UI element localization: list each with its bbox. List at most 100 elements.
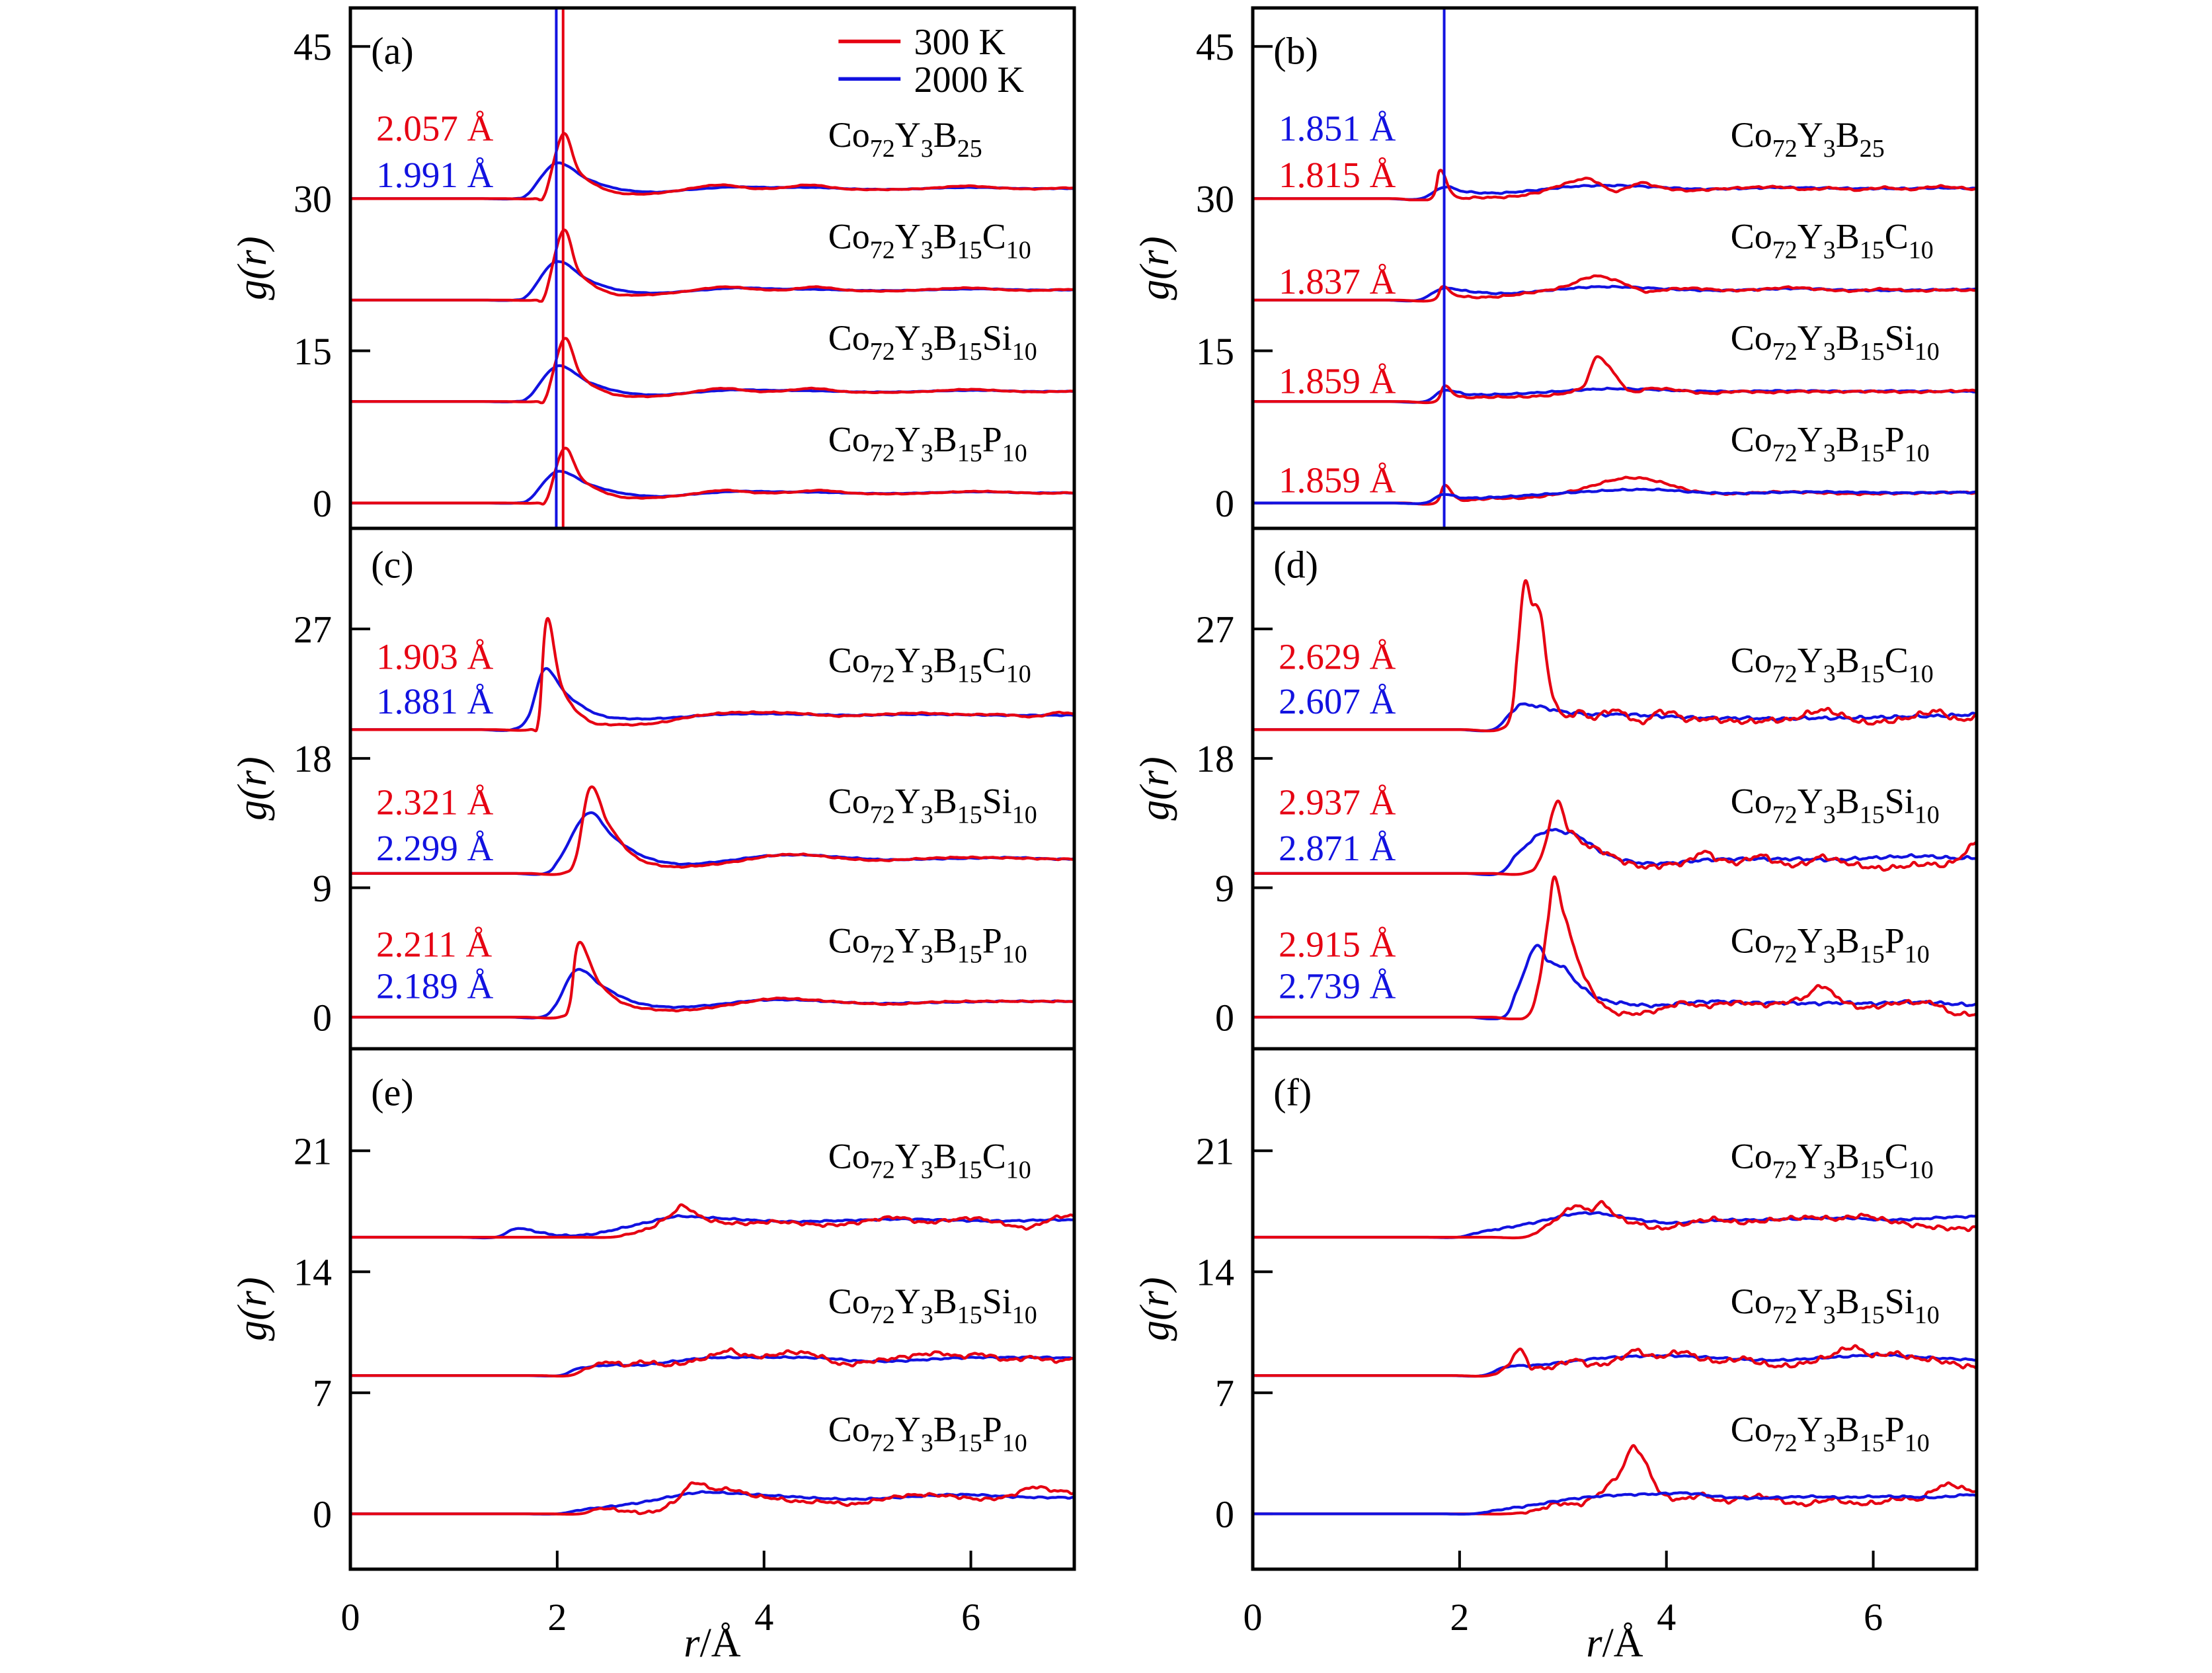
curve-label-co72y3b15c10: Co72Y3B15C10 bbox=[1731, 1136, 1934, 1184]
y-tick-label: 0 bbox=[1215, 482, 1234, 525]
y-tick-label: 7 bbox=[1215, 1372, 1234, 1415]
y-tick-label: 14 bbox=[294, 1251, 332, 1294]
curve-label-co72y3b15p10: Co72Y3B15P10 bbox=[828, 1410, 1027, 1457]
curve-co72y3b15c10-300k bbox=[1253, 274, 1977, 303]
panel-d: 0 9 18 27 g(r) 2.629 Å2.607 Å 2.937 Å 2.871 Å 2.… bbox=[1132, 526, 1979, 1051]
curve-co72y3b15si10-300k bbox=[350, 785, 1074, 876]
y-tick-label: 21 bbox=[1196, 1130, 1234, 1173]
panel-letter-b: (b) bbox=[1273, 30, 1318, 73]
legend-label: 300 K bbox=[914, 22, 1006, 63]
curve-co72y3b15si10-2000k bbox=[350, 1355, 1074, 1377]
curve-co72y3b15c10-300k bbox=[350, 1203, 1074, 1239]
curve-co72y3b15c10-2000k bbox=[350, 260, 1074, 302]
x-axis-label: r/Å bbox=[684, 1621, 740, 1666]
y-tick-label: 18 bbox=[1196, 737, 1234, 780]
y-axis-label: g(r) bbox=[230, 236, 275, 300]
panel-letter-d: (d) bbox=[1273, 544, 1318, 587]
y-axis-label: g(r) bbox=[1132, 236, 1177, 300]
peak-annotation: 2.871 Å bbox=[1279, 828, 1396, 868]
panel-a: 0 15 30 45 g(r) 2.057 Å 1.991 Å Co72Y3B25 Co72Y3… bbox=[230, 6, 1076, 530]
curve-co72y3b15si10-2000k bbox=[350, 364, 1074, 403]
panel-letter-c: (c) bbox=[371, 544, 413, 587]
peak-annotation: 2.607 Å bbox=[1279, 681, 1396, 721]
peak-annotation: 2.321 Å bbox=[376, 782, 494, 822]
curve-co72y3b15p10-300k bbox=[350, 446, 1074, 506]
peak-annotation: 2.915 Å bbox=[1279, 924, 1396, 965]
peak-annotation: 2.189 Å bbox=[376, 966, 494, 1006]
y-tick-label: 18 bbox=[294, 737, 332, 780]
x-tick-label: 4 bbox=[1657, 1596, 1676, 1639]
curve-co72y3b15c10-300k bbox=[1253, 579, 1977, 733]
curve-co72y3b15p10-300k bbox=[350, 940, 1074, 1020]
peak-annotation: 1.859 Å bbox=[1279, 460, 1396, 501]
y-tick-label: 0 bbox=[313, 996, 332, 1039]
x-tick-label: 2 bbox=[547, 1596, 567, 1639]
curve-co72y3b15c10-300k bbox=[350, 228, 1074, 303]
curve-co72y3b15p10-300k bbox=[1253, 875, 1977, 1020]
panel-f: 0 7 14 21 g(r) Co72Y3B15C10 Co72Y3B15Si10 Co72Y… bbox=[1132, 1047, 1979, 1666]
curve-co72y3b15p10-300k bbox=[350, 1481, 1074, 1516]
curve-co72y3b15p10-2000k bbox=[1253, 487, 1977, 505]
curve-co72y3b25-300k bbox=[1253, 169, 1977, 202]
peak-annotation: 1.851 Å bbox=[1279, 108, 1396, 148]
x-tick-label: 4 bbox=[754, 1596, 773, 1639]
y-tick-label: 0 bbox=[313, 1493, 332, 1536]
panel-letter-e: (e) bbox=[371, 1071, 413, 1114]
curve-label-co72y3b15si10: Co72Y3B15Si10 bbox=[828, 318, 1037, 366]
x-tick-label: 0 bbox=[1244, 1596, 1263, 1639]
curve-co72y3b15c10-300k bbox=[350, 617, 1074, 733]
curve-label-co72y3b15c10: Co72Y3B15C10 bbox=[1731, 217, 1934, 265]
curve-label-co72y3b15si10: Co72Y3B15Si10 bbox=[828, 781, 1037, 829]
y-tick-label: 27 bbox=[294, 608, 332, 651]
panel-border-f bbox=[1251, 1047, 1979, 1571]
curve-label-co72y3b15c10: Co72Y3B15C10 bbox=[828, 640, 1031, 688]
y-axis-label: g(r) bbox=[1132, 756, 1177, 820]
y-axis-label: g(r) bbox=[230, 756, 275, 820]
x-axis-label: r/Å bbox=[1586, 1621, 1643, 1666]
y-tick-label: 0 bbox=[313, 482, 332, 525]
y-tick-label: 27 bbox=[1196, 608, 1234, 651]
x-tick-label: 6 bbox=[961, 1596, 980, 1639]
peak-annotation: 1.837 Å bbox=[1279, 261, 1396, 302]
y-tick-label: 9 bbox=[313, 867, 332, 910]
curve-label-co72y3b15si10: Co72Y3B15Si10 bbox=[1731, 318, 1940, 366]
curve-label-co72y3b25: Co72Y3B25 bbox=[828, 115, 982, 163]
y-tick-label: 15 bbox=[1196, 330, 1234, 373]
peak-annotation: 2.211 Å bbox=[376, 924, 492, 965]
y-tick-label: 15 bbox=[294, 330, 332, 373]
y-tick-label: 9 bbox=[1215, 867, 1234, 910]
curve-label-co72y3b15c10: Co72Y3B15C10 bbox=[828, 1136, 1031, 1184]
y-tick-label: 0 bbox=[1215, 1493, 1234, 1536]
y-tick-label: 7 bbox=[313, 1372, 332, 1415]
curve-label-co72y3b15si10: Co72Y3B15Si10 bbox=[1731, 781, 1940, 829]
peak-annotation: 1.815 Å bbox=[1279, 155, 1396, 195]
curve-co72y3b15p10-2000k bbox=[1253, 1491, 1977, 1516]
panel-letter-a: (a) bbox=[371, 30, 413, 73]
curve-co72y3b15si10-300k bbox=[1253, 799, 1977, 876]
peak-annotation: 2.937 Å bbox=[1279, 782, 1396, 822]
peak-annotation: 1.859 Å bbox=[1279, 360, 1396, 401]
y-tick-label: 21 bbox=[294, 1130, 332, 1173]
curve-label-co72y3b15si10: Co72Y3B15Si10 bbox=[828, 1282, 1037, 1329]
curve-label-co72y3b15si10: Co72Y3B15Si10 bbox=[1731, 1282, 1940, 1329]
curve-co72y3b15si10-2000k bbox=[1253, 1352, 1977, 1378]
panel-border-e bbox=[348, 1047, 1076, 1571]
curve-label-co72y3b15p10: Co72Y3B15P10 bbox=[1731, 1410, 1930, 1457]
peak-annotation: 1.903 Å bbox=[376, 637, 494, 677]
y-axis-label: g(r) bbox=[1132, 1277, 1177, 1340]
panel-e: 0 7 14 21 g(r) Co72Y3B15C10 Co72Y3B15Si10 Co72Y… bbox=[230, 1047, 1076, 1666]
curve-co72y3b15si10-300k bbox=[1253, 1344, 1977, 1378]
curve-co72y3b15si10-300k bbox=[350, 1347, 1074, 1378]
curve-label-co72y3b15p10: Co72Y3B15P10 bbox=[828, 419, 1027, 467]
curve-label-co72y3b15p10: Co72Y3B15P10 bbox=[828, 920, 1027, 968]
curve-co72y3b15p10-2000k bbox=[350, 1490, 1074, 1516]
y-tick-label: 0 bbox=[1215, 996, 1234, 1039]
curve-label-co72y3b15p10: Co72Y3B15P10 bbox=[1731, 920, 1930, 968]
y-tick-label: 14 bbox=[1196, 1251, 1234, 1294]
peak-annotation: 1.991 Å bbox=[376, 155, 494, 195]
curve-co72y3b15p10-2000k bbox=[350, 469, 1074, 505]
peak-annotation: 2.629 Å bbox=[1279, 637, 1396, 677]
panel-b: 0 15 30 45 g(r) 1.851 Å 1.815 Å 1.837 Å 1.859 Å 1… bbox=[1132, 6, 1979, 530]
